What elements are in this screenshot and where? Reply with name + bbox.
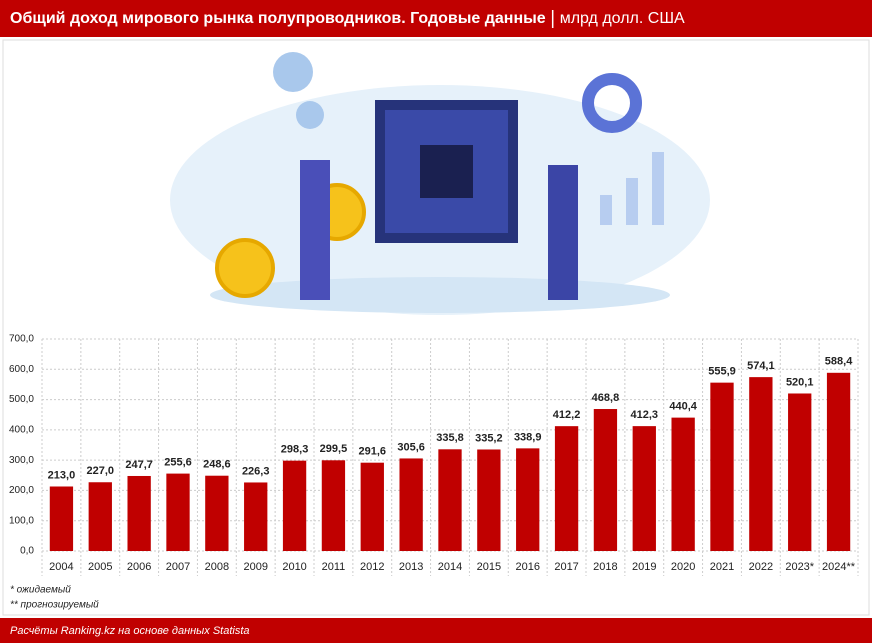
data-label: 520,1 [786,376,814,388]
bar [477,449,501,551]
bar [749,377,773,551]
bar [438,449,462,551]
x-tick-label: 2017 [554,561,578,573]
data-label: 291,6 [359,446,387,458]
source: Расчёты Ranking.kz на основе данных Stat… [10,625,250,637]
bar [399,458,423,551]
y-tick-label: 400,0 [9,424,34,435]
bar [321,460,346,551]
x-tick-label: 2010 [282,561,306,573]
x-tick-label: 2007 [166,561,190,573]
x-tick-label: 2020 [671,561,695,573]
x-tick-label: 2005 [88,561,112,573]
x-tick-label: 2008 [205,561,229,573]
x-tick-label: 2018 [593,561,617,573]
data-label: 226,3 [242,465,270,477]
bar [788,393,812,551]
bar [49,486,74,551]
footer-bar [0,618,872,643]
bar [205,475,229,551]
y-tick-label: 200,0 [9,485,34,496]
illustration [170,52,710,315]
data-label: 247,7 [125,459,153,471]
data-label: 299,5 [320,443,348,455]
frame [2,39,870,616]
bar [88,482,112,551]
data-label: 213,0 [48,469,76,481]
bar [710,382,734,551]
y-tick-label: 700,0 [9,334,34,345]
x-tick-label: 2016 [515,561,539,573]
chart-subtitle: млрд долл. США [560,10,685,27]
bar [127,475,151,551]
footnote: ** прогнозируемый [10,600,99,611]
bar [360,462,384,551]
x-tick-label: 2006 [127,561,151,573]
x-tick-label: 2021 [710,561,734,573]
data-label: 305,6 [397,441,425,453]
data-label: 412,3 [631,409,659,421]
bar [244,482,268,551]
bar [554,426,579,551]
data-label: 298,3 [281,444,309,456]
x-tick-label: 2013 [399,561,423,573]
x-tick-label: 2004 [49,561,73,573]
bar [671,417,695,551]
data-label: 468,8 [592,392,620,404]
data-label: 255,6 [164,456,192,468]
x-tick-label: 2019 [632,561,656,573]
footnote: * ожидаемый [10,585,71,596]
x-tick-label: 2012 [360,561,384,573]
header-bar [0,0,872,37]
data-label: 227,0 [87,465,115,477]
x-tick-label: 2011 [322,561,346,573]
x-tick-label: 2009 [243,561,267,573]
y-tick-label: 100,0 [9,515,34,526]
bar [632,426,656,551]
chart-title: Общий доход мирового рынка полупроводник… [10,10,546,27]
y-tick-label: 600,0 [9,364,34,375]
x-tick-label: 2014 [438,561,462,573]
data-label: 335,2 [475,432,503,444]
y-tick-label: 0,0 [20,546,34,557]
x-tick-label: 2023* [785,561,814,573]
data-label: 248,6 [203,459,231,471]
data-label: 574,1 [747,360,775,372]
bar [593,409,618,551]
bar [166,473,190,551]
y-tick-label: 500,0 [9,394,34,405]
x-tick-label: 2015 [477,561,501,573]
data-label: 338,9 [514,431,542,443]
x-tick-label: 2022 [749,561,773,573]
x-tick-label: 2024** [822,561,856,573]
y-tick-label: 300,0 [9,455,34,466]
data-label: 555,9 [708,366,736,378]
data-label: 588,4 [825,356,853,368]
bar [826,372,851,551]
bar [282,460,307,551]
bar [516,448,540,551]
data-label: 412,2 [553,409,581,421]
data-label: 440,4 [669,401,697,413]
data-label: 335,8 [436,432,464,444]
